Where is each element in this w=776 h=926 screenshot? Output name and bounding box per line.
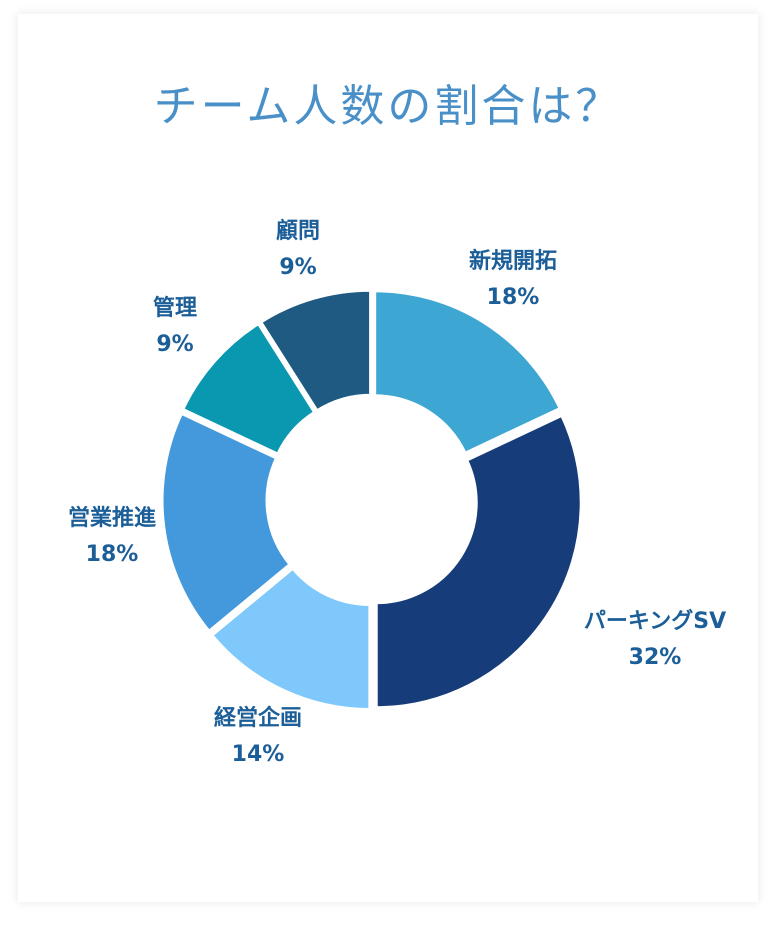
slice-value-1: 18% bbox=[487, 285, 540, 310]
chart-card bbox=[18, 14, 758, 902]
slice-2 bbox=[374, 413, 583, 710]
slice-label-4: 営業推進 bbox=[68, 505, 156, 531]
slice-5 bbox=[180, 321, 317, 457]
slice-4 bbox=[160, 411, 293, 634]
label-group: 新規開拓 18% パーキングSV 32% 経営企画 14% 営業推進 18% 管理 9% 顧問 9% bbox=[68, 218, 726, 767]
slice-label-1: 新規開拓 bbox=[469, 248, 557, 274]
slice-group bbox=[160, 288, 583, 712]
slice-label-5: 管理 bbox=[153, 295, 197, 321]
slice-value-5: 9% bbox=[156, 332, 193, 357]
slice-value-4: 18% bbox=[86, 542, 139, 567]
chart-title: チーム人数の割合は？ bbox=[153, 81, 623, 132]
slice-6 bbox=[258, 288, 373, 413]
slice-label-2: パーキングSV bbox=[584, 608, 726, 634]
slice-label-6: 顧問 bbox=[276, 218, 320, 244]
slice-3 bbox=[209, 566, 372, 712]
slice-value-6: 9% bbox=[279, 255, 316, 280]
slice-1 bbox=[373, 289, 563, 456]
slice-value-3: 14% bbox=[232, 742, 285, 767]
slice-value-2: 32% bbox=[629, 645, 682, 670]
slice-label-3: 経営企画 bbox=[214, 705, 302, 731]
